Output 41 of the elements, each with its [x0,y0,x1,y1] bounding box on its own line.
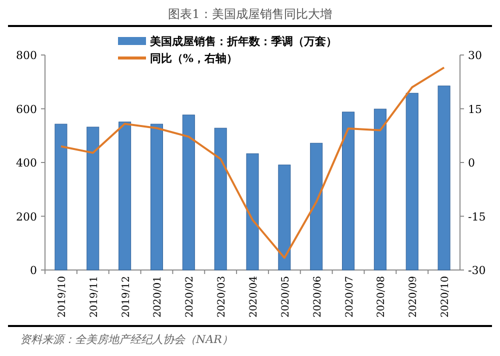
x-tick-label: 2020/01 [152,276,164,318]
x-tick-label: 2020/04 [248,276,260,318]
bar [86,126,100,270]
x-tick-label: 2020/09 [408,276,420,318]
x-tick-label: 2020/07 [344,276,356,318]
y2-tick-label: 30 [468,49,482,62]
line-series [60,66,446,259]
x-tick-label: 2020/05 [280,276,292,318]
y-tick-label: 400 [16,156,37,170]
bar [54,124,68,270]
x-tick-label: 2020/06 [312,276,324,318]
bar [374,108,386,270]
legend-label: 美国成屋销售：折年数：季调（万套） [149,35,337,48]
y2-tick-label: 15 [468,102,482,116]
text: 资料来源：全美房地产经纪人协会（NAR） [20,333,233,346]
bar [342,112,355,270]
x-tick-label: 2019/11 [88,276,100,318]
bar [246,153,259,270]
bar [278,164,291,270]
x-tick-label: 2020/03 [216,276,228,318]
chart-title: 图表1：美国成屋销售同比大增 [168,7,332,21]
x-tick-label: 2019/10 [56,276,68,318]
legend-label: 同比（%，右轴） [150,52,238,65]
bar [310,142,323,270]
bar [438,86,450,270]
y2-tick-label: 0 [468,156,475,170]
y-tick-label: 600 [16,102,37,116]
y-tick-label: 800 [16,49,37,62]
bar [214,128,227,270]
bar [406,92,418,270]
x-tick-label: 2020/08 [376,276,388,318]
x-tick-label: 2020/10 [440,276,452,318]
bar [118,122,132,270]
x-tick-label: 2019/12 [120,276,132,318]
bar [182,114,195,270]
y-tick-label: 200 [16,210,37,224]
y-tick-label: 0 [30,264,37,277]
x-tick-label: 2020/02 [184,276,196,318]
y2-tick-label: -30 [468,264,486,277]
bar [150,124,163,270]
y2-tick-label: -15 [468,210,486,224]
